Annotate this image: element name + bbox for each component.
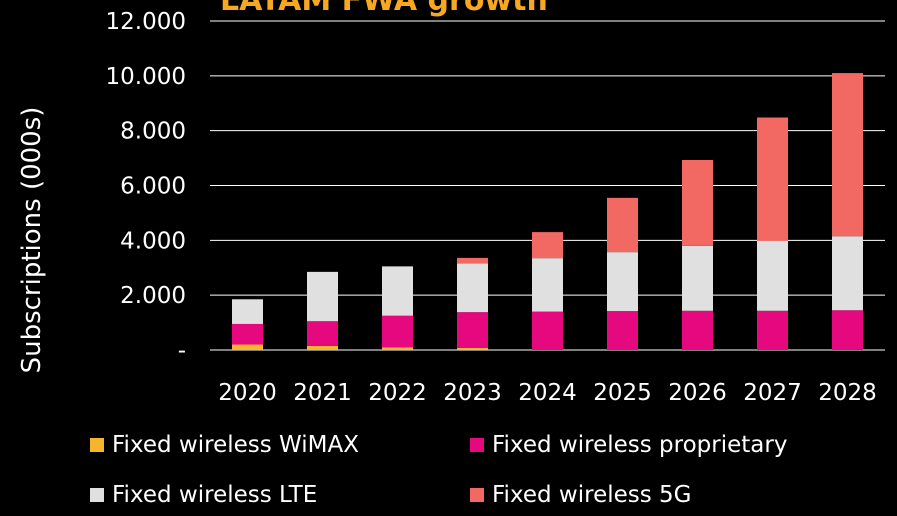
x-tick-label: 2020 bbox=[218, 380, 277, 406]
x-tick-label: 2023 bbox=[443, 380, 502, 406]
y-tick-label: - bbox=[178, 338, 186, 364]
y-axis-label: Subscriptions (000s) bbox=[17, 107, 47, 374]
bar-segment bbox=[757, 310, 788, 350]
bar-segment bbox=[757, 240, 788, 311]
y-axis-ticks: - 2.000 4.000 6.000 8.000 10.000 12.000 bbox=[106, 9, 186, 364]
bar-segment bbox=[457, 347, 488, 350]
bar-segment bbox=[457, 312, 488, 348]
legend-label: Fixed wireless proprietary bbox=[492, 432, 788, 458]
legend-item: Fixed wireless WiMAX bbox=[90, 432, 359, 458]
legend-swatch bbox=[90, 438, 104, 452]
bar-segment bbox=[607, 252, 638, 312]
bar-segment bbox=[307, 321, 338, 346]
y-tick-label: 8.000 bbox=[120, 119, 186, 145]
chart-canvas: LATAM FWA growth Subscriptions (000s) - 2… bbox=[17, 0, 885, 406]
x-tick-label: 2026 bbox=[668, 380, 727, 406]
chart-title: LATAM FWA growth bbox=[220, 0, 548, 18]
y-tick-label: 2.000 bbox=[120, 283, 186, 309]
bar-segment bbox=[532, 311, 563, 350]
x-tick-label: 2022 bbox=[368, 380, 427, 406]
bar-segment bbox=[832, 236, 863, 311]
bar-segment bbox=[307, 345, 338, 350]
bar-segment bbox=[532, 258, 563, 312]
bar-segment bbox=[382, 347, 413, 350]
legend-label: Fixed wireless 5G bbox=[492, 482, 692, 508]
bar-segment bbox=[307, 271, 338, 322]
y-tick-label: 6.000 bbox=[120, 174, 186, 200]
legend-item: Fixed wireless proprietary bbox=[470, 432, 787, 458]
legend-item: Fixed wireless 5G bbox=[470, 482, 692, 508]
legend-item: Fixed wireless LTE bbox=[90, 482, 317, 508]
x-axis-ticks: 2020 2021 2022 2023 2024 2025 2026 2027 2028 bbox=[218, 380, 877, 406]
bar-segment bbox=[382, 266, 413, 316]
bar-segment bbox=[457, 263, 488, 313]
bar-segment bbox=[382, 315, 413, 348]
legend-swatch bbox=[470, 438, 484, 452]
bar-segment bbox=[757, 117, 788, 241]
bar-segment bbox=[832, 310, 863, 350]
bar-segment bbox=[682, 245, 713, 311]
bar-segment bbox=[607, 197, 638, 253]
y-tick-label: 12.000 bbox=[106, 9, 186, 35]
legend-label: Fixed wireless WiMAX bbox=[112, 432, 359, 458]
bar-segment bbox=[607, 311, 638, 350]
bar-segment bbox=[832, 73, 863, 237]
legend-swatch bbox=[90, 488, 104, 502]
y-tick-label: 10.000 bbox=[106, 64, 186, 90]
bar-segment bbox=[682, 160, 713, 246]
x-tick-label: 2025 bbox=[593, 380, 652, 406]
x-tick-label: 2021 bbox=[293, 380, 352, 406]
bar-segment bbox=[532, 232, 563, 259]
y-tick-label: 4.000 bbox=[120, 228, 186, 254]
x-tick-label: 2028 bbox=[818, 380, 877, 406]
bar-segment bbox=[232, 323, 263, 345]
bar-stacks bbox=[232, 73, 863, 350]
legend-swatch bbox=[470, 488, 484, 502]
bar-segment bbox=[457, 257, 488, 264]
bar-segment bbox=[232, 344, 263, 350]
bar-segment bbox=[682, 310, 713, 350]
x-tick-label: 2027 bbox=[743, 380, 802, 406]
bar-segment bbox=[232, 299, 263, 324]
x-tick-label: 2024 bbox=[518, 380, 577, 406]
legend-label: Fixed wireless LTE bbox=[112, 482, 318, 508]
